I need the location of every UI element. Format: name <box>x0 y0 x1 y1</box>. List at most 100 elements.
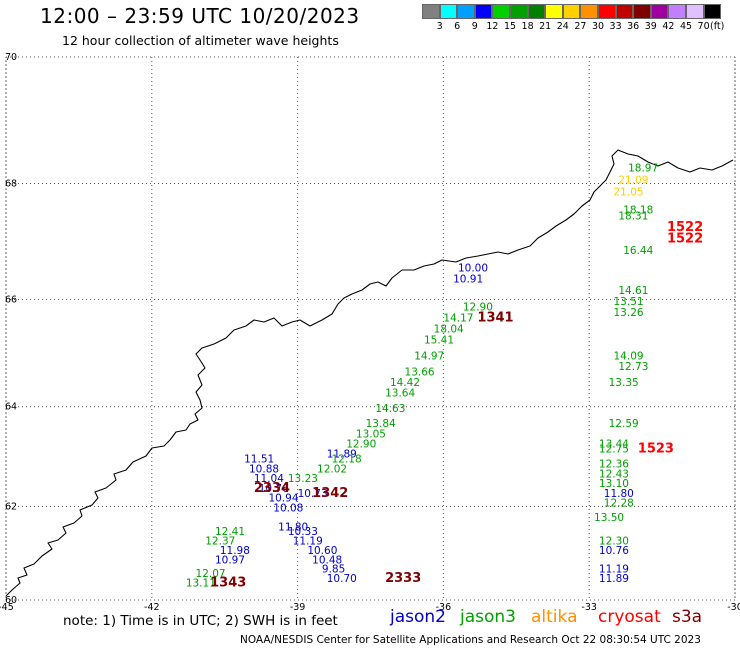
wave-height-label: 11.89 <box>599 573 629 585</box>
wave-height-label: 13.50 <box>594 512 624 524</box>
track-label: 2333 <box>385 571 421 586</box>
colorbar-swatch <box>545 4 563 19</box>
wave-height-label: 15.41 <box>424 334 454 346</box>
wave-height-label: 13.05 <box>356 428 386 440</box>
wave-height-label: 10.73 <box>298 488 328 500</box>
colorbar-swatch <box>527 4 546 19</box>
colorbar-swatch <box>474 4 493 19</box>
legend-item-jason2: jason2 <box>390 607 446 627</box>
colorbar-label: 3 <box>436 21 443 32</box>
longitude-tick-label: -39 <box>290 602 306 613</box>
wave-height-label: 11.51 <box>244 453 274 465</box>
credit-line: NOAA/NESDIS Center for Satellite Applica… <box>240 634 701 646</box>
colorbar-labels: 3 6 9 12 15 18 21 24 27 30 33 36 39 42 45 70 (ft) <box>422 21 740 33</box>
wave-height-label: 18.18 <box>623 204 653 216</box>
wave-height-label: 11.04 <box>254 473 284 485</box>
wave-height-label: 10.48 <box>312 554 342 566</box>
longitude-tick-label: -33 <box>581 602 597 613</box>
axis-tick-labels: -45 -42 -39 -36 -33 -30 60 62 64 66 68 70 <box>0 52 740 613</box>
wave-height-label: 18.31 <box>618 210 648 222</box>
map-frame <box>5 56 736 601</box>
colorbar-label: 30 <box>591 21 605 32</box>
wave-height-label: 21.05 <box>614 187 644 199</box>
track-label: 1522 <box>667 220 703 235</box>
colorbar-label: 27 <box>574 21 587 32</box>
wave-height-label: 9.85 <box>322 564 345 576</box>
track-label: 1522 <box>667 232 703 247</box>
latitude-tick-label: 70 <box>5 52 17 63</box>
colorbar-swatch <box>650 4 669 19</box>
wave-height-label: 21.09 <box>618 174 648 186</box>
wave-height-label: 18.97 <box>628 162 658 174</box>
wave-height-label: 12.02 <box>317 463 347 475</box>
wave-height-label: 10.88 <box>249 463 279 475</box>
wave-height-label: 14.61 <box>618 285 648 297</box>
colorbar-label: 36 <box>627 21 640 32</box>
graticule <box>5 56 736 601</box>
colorbar-swatch <box>668 4 686 19</box>
wave-height-label: 12.75 <box>599 443 629 455</box>
track-label: 1523 <box>638 441 674 456</box>
wave-height-label: 12.43 <box>599 468 629 480</box>
wave-height-label: 13.11 <box>186 577 216 589</box>
track-label: 1341 <box>477 311 513 326</box>
wave-height-label: 16.44 <box>623 245 653 257</box>
wave-height-label: 10.33 <box>288 526 318 538</box>
wave-height-label: 10.97 <box>215 554 245 566</box>
colorbar-label: 70 <box>697 21 710 32</box>
longitude-tick-label: -36 <box>436 602 452 613</box>
colorbar-label: 15 <box>503 21 517 32</box>
longitude-tick-label: -42 <box>144 602 160 613</box>
latitude-tick-label: 60 <box>5 595 17 606</box>
latitude-tick-label: 68 <box>5 178 17 189</box>
track-label: 1342 <box>312 486 348 501</box>
wave-height-label: 14.42 <box>390 377 420 389</box>
wave-height-label: 11.98 <box>220 545 250 557</box>
colorbar-swatch <box>703 4 722 19</box>
colorbar <box>422 4 722 19</box>
colorbar-label: 45 <box>679 21 693 32</box>
colorbar-swatch <box>580 4 598 19</box>
wave-height-label: 12.28 <box>604 498 634 510</box>
greenland-coastline <box>5 149 734 597</box>
colorbar-swatch <box>509 4 528 19</box>
wave-height-label: 12.73 <box>618 361 648 373</box>
legend-item-jason3: jason3 <box>460 607 516 627</box>
wave-height-label: 10.00 <box>458 262 488 274</box>
colorbar-label: 39 <box>644 21 657 32</box>
colorbar-label: 21 <box>539 21 552 32</box>
wave-height-label: 10.76 <box>259 483 289 495</box>
wave-height-label: 12.30 <box>599 536 629 548</box>
wave-height-label: 11.19 <box>293 536 323 548</box>
wave-height-label: 12.41 <box>215 526 245 538</box>
longitude-tick-label: -30 <box>727 602 740 613</box>
units-note: note: 1) Time is in UTC; 2) SWH is in fe… <box>63 613 338 629</box>
wave-height-label: 11.19 <box>599 564 629 576</box>
latitude-tick-label: 64 <box>5 402 17 413</box>
wave-height-label: 13.84 <box>366 418 396 430</box>
colorbar-label: 24 <box>556 21 569 32</box>
legend-item-altika: altika <box>531 607 578 627</box>
wave-height-label: 12.07 <box>196 568 226 580</box>
colorbar-label: (ft) <box>710 21 725 32</box>
colorbar-swatch <box>615 4 634 19</box>
wave-height-label: 13.35 <box>609 377 639 389</box>
colorbar-label: 33 <box>609 21 622 32</box>
wave-height-label: 11.80 <box>604 488 634 500</box>
wave-height-label: 12.18 <box>332 453 362 465</box>
track-label: 2334 <box>254 481 290 496</box>
wave-height-label: 10.94 <box>268 493 298 505</box>
colorbar-label: 9 <box>471 21 478 32</box>
wave-height-label: 14.63 <box>375 403 405 415</box>
colorbar-swatch <box>597 4 616 19</box>
colorbar-swatch <box>422 4 440 19</box>
legend-item-s3a: s3a <box>672 607 703 627</box>
colorbar-swatch <box>685 4 704 19</box>
wave-height-label: 12.90 <box>346 438 376 450</box>
colorbar-swatch <box>492 4 510 19</box>
wave-height-label: 13.26 <box>614 307 644 319</box>
colorbar-label: 6 <box>454 21 461 32</box>
longitude-tick-label: -45 <box>0 602 14 613</box>
wave-height-label: 13.64 <box>385 387 415 399</box>
